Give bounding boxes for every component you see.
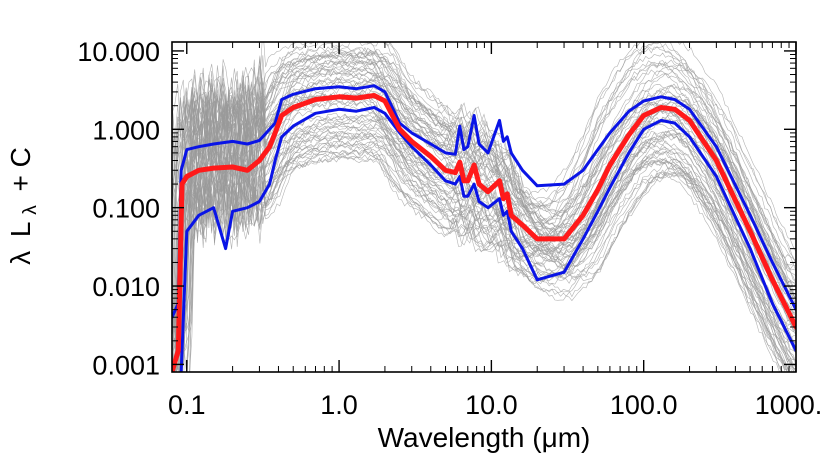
- individual-sed-curve: [172, 42, 790, 372]
- individual-sed-curve: [172, 78, 796, 335]
- individual-sed-curve: [172, 46, 796, 271]
- individual-sed-curve: [172, 114, 791, 372]
- individual-sed-curve: [172, 61, 796, 372]
- individual-sed-curve: [172, 69, 796, 295]
- x-tick-label: 10.0: [465, 390, 518, 420]
- y-axis-title-rest: + C: [5, 147, 36, 191]
- individual-sed-curve: [172, 42, 796, 353]
- upper-bound-curve: [172, 84, 796, 319]
- individual-sed-curve: [179, 134, 796, 372]
- individual-sed-curve: [172, 67, 796, 372]
- individual-sed-curve: [172, 70, 788, 372]
- individual-sed-curve: [172, 63, 796, 287]
- individual-sed-curve: [174, 130, 796, 372]
- individual-sed-curve: [172, 60, 796, 283]
- y-axis-title-subscript: λ: [20, 205, 41, 215]
- individual-sed-curve: [172, 52, 796, 372]
- individual-sed-curves: [172, 42, 796, 372]
- individual-sed-curve: [189, 62, 796, 372]
- individual-sed-curve: [175, 131, 796, 372]
- individual-sed-curve: [172, 94, 796, 372]
- y-axis-title: λ L λ + C: [5, 147, 42, 265]
- individual-sed-curve: [180, 129, 796, 372]
- y-tick-label: 0.010: [92, 272, 160, 302]
- individual-sed-curve: [172, 49, 796, 369]
- y-axis-title-lambda: λ: [5, 251, 36, 265]
- individual-sed-curve: [172, 46, 796, 341]
- y-tick-label: 1.000: [92, 115, 160, 145]
- individual-sed-curve: [172, 50, 796, 369]
- individual-sed-curve: [172, 47, 796, 315]
- x-axis-title: Wavelength (μm): [378, 422, 591, 453]
- x-tick-label: 1000.0: [755, 390, 822, 420]
- median-curve: [172, 93, 796, 372]
- y-tick-label: 0.001: [92, 350, 160, 380]
- x-tick-label: 0.1: [168, 390, 206, 420]
- lower-bound-curve: [179, 106, 796, 372]
- x-tick-label: 100.0: [610, 390, 678, 420]
- individual-sed-curve: [172, 54, 796, 345]
- x-tick-label: 1.0: [320, 390, 358, 420]
- y-tick-label: 0.100: [92, 194, 160, 224]
- individual-sed-curve: [172, 95, 796, 372]
- axis-ticks: 0.1 1.0 10.0 100.0 1000.0 0.001 0.010 0.100 1.00…: [77, 37, 822, 420]
- y-tick-label: 10.000: [77, 37, 160, 67]
- individual-sed-curve: [172, 42, 796, 333]
- series-layer: [172, 84, 796, 372]
- individual-sed-curve: [178, 121, 796, 372]
- individual-sed-curve: [172, 89, 796, 367]
- y-axis-title-l: L: [5, 222, 36, 237]
